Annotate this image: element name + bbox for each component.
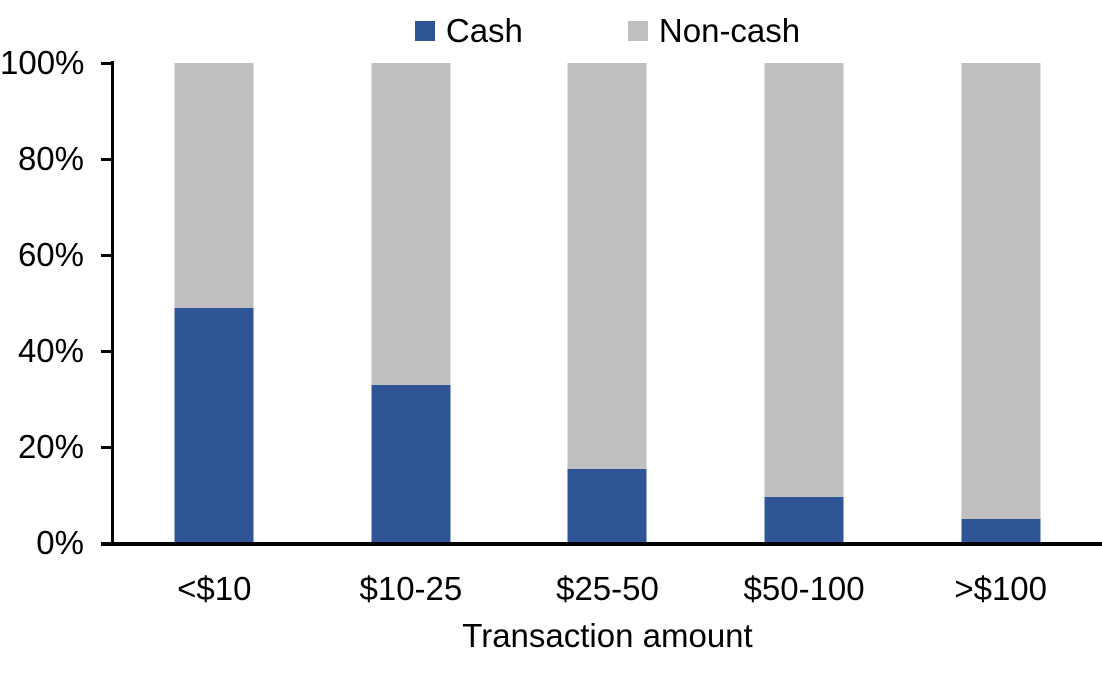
bar-segment-cash <box>371 384 451 543</box>
bar-segment-non-cash <box>567 63 647 469</box>
y-axis-tick-label: 0% <box>36 524 84 561</box>
x-axis-tick-label: <$10 <box>177 570 252 607</box>
category-cell <box>116 63 313 543</box>
bar-segment-cash <box>174 307 254 543</box>
x-axis-title: Transaction amount <box>462 617 753 654</box>
y-axis-tick <box>101 350 112 353</box>
bar-segment-non-cash <box>371 63 451 385</box>
legend-item-cash: Cash <box>414 12 523 50</box>
stacked-bar <box>764 63 844 543</box>
bar-segment-cash <box>961 519 1041 543</box>
bar-segment-cash <box>567 468 647 543</box>
x-axis-tick-label: $50-100 <box>743 570 865 607</box>
stacked-bar <box>567 63 647 543</box>
y-axis-line <box>111 61 114 546</box>
x-axis-tick-labels: <$10 $10-25 $25-50 $50-100 >$100 <box>116 571 1099 607</box>
legend-label: Cash <box>445 12 523 49</box>
legend-label: Non-cash <box>658 12 801 49</box>
y-axis-tick-label: 100% <box>0 44 85 81</box>
bar-segment-non-cash <box>174 63 254 308</box>
y-axis-tick <box>101 446 112 449</box>
stacked-bar <box>371 63 451 543</box>
category-cell <box>509 63 706 543</box>
x-axis-tick-label: >$100 <box>954 570 1048 607</box>
y-axis-tick <box>101 158 112 161</box>
y-axis-tick <box>101 62 112 65</box>
stacked-bar <box>174 63 254 543</box>
y-axis-tick-label: 20% <box>17 428 84 465</box>
plot-area <box>116 63 1099 543</box>
stacked-bar <box>961 63 1041 543</box>
category-cell <box>313 63 510 543</box>
bar-segment-cash <box>764 497 844 543</box>
chart-legend: Cash Non-cash <box>113 12 1102 50</box>
legend-swatch-icon <box>627 21 648 41</box>
y-axis-tick-label: 80% <box>17 140 84 177</box>
legend-item-non-cash: Non-cash <box>627 12 801 50</box>
x-axis-line <box>101 542 1102 546</box>
x-axis-tick-label: $25-50 <box>556 570 659 607</box>
x-axis-tick-label: $10-25 <box>359 570 463 607</box>
category-cell <box>706 63 903 543</box>
category-cell <box>902 63 1099 543</box>
y-axis-tick <box>101 254 112 257</box>
bar-segment-non-cash <box>961 63 1041 519</box>
y-axis-tick-label: 60% <box>17 236 84 273</box>
legend-swatch-icon <box>414 21 435 41</box>
y-axis-tick-label: 40% <box>17 332 84 369</box>
bar-segment-non-cash <box>764 63 844 498</box>
